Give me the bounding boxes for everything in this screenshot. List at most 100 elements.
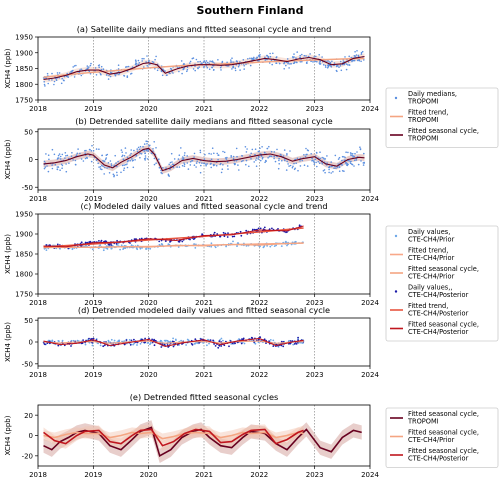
y-tick-label: -50: [22, 184, 33, 192]
data-point: [280, 245, 283, 248]
data-point: [299, 56, 302, 59]
data-point: [224, 157, 227, 159]
data-point: [232, 65, 235, 67]
data-point: [275, 62, 278, 64]
series-line: [43, 431, 304, 440]
data-point: [338, 66, 340, 68]
data-point: [232, 66, 234, 69]
data-point: [102, 68, 105, 71]
data-point: [249, 154, 251, 157]
data-point: [183, 162, 185, 164]
data-point: [268, 228, 271, 231]
data-point: [64, 152, 67, 154]
data-point: [285, 64, 287, 67]
data-point: [167, 174, 170, 177]
data-point: [205, 65, 208, 67]
data-point: [120, 149, 123, 151]
x-tick-label: 2023: [306, 195, 324, 203]
data-point: [181, 72, 183, 75]
data-point: [310, 153, 313, 155]
data-point: [110, 163, 113, 165]
data-point: [216, 233, 219, 235]
x-tick-label: 2022: [250, 105, 268, 113]
data-point: [126, 75, 129, 77]
data-point: [127, 65, 130, 68]
data-point: [88, 241, 90, 244]
data-point: [289, 150, 291, 152]
x-tick-label: 2020: [140, 299, 158, 307]
data-point: [243, 68, 245, 70]
data-point: [293, 168, 296, 171]
data-point: [220, 337, 223, 340]
data-point: [73, 76, 76, 78]
data-point: [321, 56, 323, 58]
data-point: [313, 163, 316, 165]
data-point: [120, 244, 123, 247]
y-axis-label: XCH4 (ppb): [4, 48, 12, 88]
data-point: [72, 159, 74, 161]
data-point: [335, 65, 338, 68]
data-point: [123, 167, 126, 169]
plot-area: [43, 129, 366, 190]
data-point: [171, 163, 174, 166]
data-point: [346, 164, 349, 167]
data-point: [312, 61, 314, 63]
x-tick-label: 2019: [84, 299, 102, 307]
data-point: [336, 166, 339, 168]
data-point: [186, 66, 189, 68]
data-point: [56, 243, 59, 246]
data-point: [158, 240, 161, 243]
data-point: [203, 65, 205, 68]
data-point: [341, 170, 344, 172]
data-point: [133, 149, 135, 152]
data-point: [246, 148, 248, 150]
data-point: [313, 56, 316, 58]
data-point: [139, 156, 141, 159]
data-point: [353, 155, 356, 158]
data-point: [245, 245, 248, 247]
data-point: [221, 168, 224, 170]
data-point: [181, 240, 184, 243]
data-point: [205, 163, 207, 166]
data-point: [323, 158, 326, 160]
data-point: [117, 160, 119, 163]
data-point: [47, 170, 50, 173]
data-point: [100, 239, 103, 242]
data-point: [126, 76, 129, 78]
data-point: [84, 343, 87, 346]
data-point: [62, 79, 65, 81]
data-point: [138, 148, 141, 151]
data-point: [257, 341, 260, 344]
data-point: [331, 60, 333, 63]
data-point: [287, 61, 289, 64]
data-point: [98, 166, 100, 168]
data-point: [63, 344, 66, 347]
data-point: [222, 164, 224, 166]
data-point: [115, 242, 118, 245]
data-point: [72, 66, 74, 68]
data-point: [282, 155, 285, 157]
data-point: [363, 59, 365, 61]
data-point: [84, 241, 87, 244]
legend-label: CTE-CH4/Prior: [408, 236, 455, 244]
x-tick-label: 2021: [195, 195, 213, 203]
data-point: [269, 55, 272, 58]
data-point: [43, 160, 46, 163]
data-point: [338, 156, 341, 159]
data-point: [88, 337, 90, 340]
data-point: [184, 152, 186, 154]
data-point: [263, 226, 266, 229]
data-point: [181, 164, 184, 167]
data-point: [324, 171, 326, 174]
data-point: [58, 340, 60, 343]
data-point: [98, 64, 101, 66]
data-point: [128, 339, 131, 341]
data-point: [126, 160, 129, 163]
data-point: [231, 342, 234, 345]
data-point: [245, 229, 248, 232]
data-point: [147, 150, 149, 153]
legend-marker: [394, 234, 398, 238]
panel-title: (e) Detrended fitted seasonal cycles: [130, 392, 279, 402]
data-point: [153, 163, 156, 166]
data-point: [250, 158, 252, 160]
